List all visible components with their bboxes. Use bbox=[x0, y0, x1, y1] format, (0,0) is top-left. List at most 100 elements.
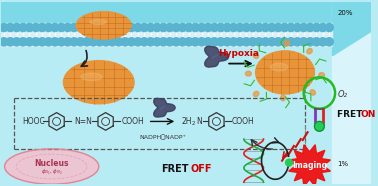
Circle shape bbox=[280, 23, 289, 32]
Circle shape bbox=[198, 38, 206, 46]
Circle shape bbox=[314, 121, 324, 131]
Ellipse shape bbox=[310, 90, 316, 95]
Circle shape bbox=[32, 38, 40, 46]
Circle shape bbox=[249, 38, 257, 46]
Circle shape bbox=[115, 23, 123, 32]
Circle shape bbox=[287, 38, 295, 46]
Circle shape bbox=[64, 23, 72, 32]
Circle shape bbox=[300, 23, 308, 32]
Circle shape bbox=[293, 23, 302, 32]
Circle shape bbox=[255, 23, 263, 32]
Circle shape bbox=[0, 38, 8, 46]
Circle shape bbox=[12, 23, 21, 32]
Circle shape bbox=[191, 23, 199, 32]
Circle shape bbox=[223, 23, 231, 32]
Ellipse shape bbox=[253, 53, 259, 58]
Text: COOH: COOH bbox=[232, 117, 255, 126]
Circle shape bbox=[108, 23, 116, 32]
Circle shape bbox=[242, 38, 250, 46]
Circle shape bbox=[312, 38, 321, 46]
Ellipse shape bbox=[5, 149, 99, 184]
Circle shape bbox=[236, 38, 244, 46]
Ellipse shape bbox=[64, 61, 134, 104]
Circle shape bbox=[70, 23, 78, 32]
Circle shape bbox=[45, 38, 53, 46]
Circle shape bbox=[172, 38, 180, 46]
Text: Imaging: Imaging bbox=[292, 161, 327, 170]
Circle shape bbox=[12, 38, 21, 46]
Text: O₂: O₂ bbox=[337, 90, 347, 100]
Polygon shape bbox=[212, 55, 217, 59]
Circle shape bbox=[57, 38, 65, 46]
Circle shape bbox=[268, 38, 276, 46]
Circle shape bbox=[83, 23, 91, 32]
Circle shape bbox=[306, 38, 314, 46]
Circle shape bbox=[57, 23, 65, 32]
Circle shape bbox=[280, 38, 289, 46]
Circle shape bbox=[70, 38, 78, 46]
Circle shape bbox=[159, 23, 167, 32]
Text: FRET: FRET bbox=[161, 163, 189, 174]
Circle shape bbox=[25, 38, 34, 46]
Circle shape bbox=[159, 38, 167, 46]
Circle shape bbox=[127, 23, 136, 32]
Circle shape bbox=[153, 23, 161, 32]
Ellipse shape bbox=[270, 63, 288, 71]
Circle shape bbox=[325, 38, 333, 46]
Circle shape bbox=[172, 23, 180, 32]
Text: HOOC: HOOC bbox=[22, 117, 45, 126]
Circle shape bbox=[255, 38, 263, 46]
Ellipse shape bbox=[81, 73, 102, 81]
Circle shape bbox=[127, 38, 136, 46]
Circle shape bbox=[19, 23, 27, 32]
Circle shape bbox=[51, 38, 59, 46]
Circle shape bbox=[45, 23, 53, 32]
Circle shape bbox=[147, 23, 155, 32]
Circle shape bbox=[249, 23, 257, 32]
Circle shape bbox=[185, 38, 193, 46]
Circle shape bbox=[312, 23, 321, 32]
Polygon shape bbox=[289, 145, 330, 186]
Circle shape bbox=[319, 38, 327, 46]
Text: $\phi_{N_1}$, $\phi_{N_2}$: $\phi_{N_1}$, $\phi_{N_2}$ bbox=[41, 168, 63, 177]
Circle shape bbox=[25, 23, 34, 32]
Text: N: N bbox=[196, 117, 201, 126]
Circle shape bbox=[166, 38, 174, 46]
Circle shape bbox=[287, 23, 295, 32]
Circle shape bbox=[325, 23, 333, 32]
Polygon shape bbox=[332, 2, 371, 56]
Ellipse shape bbox=[245, 71, 251, 76]
Circle shape bbox=[140, 38, 148, 46]
Ellipse shape bbox=[319, 73, 325, 78]
Circle shape bbox=[0, 23, 8, 32]
Circle shape bbox=[210, 38, 218, 46]
Circle shape bbox=[242, 23, 250, 32]
Text: 1%: 1% bbox=[337, 161, 349, 167]
Text: NADPH、NADP⁺: NADPH、NADP⁺ bbox=[139, 134, 186, 140]
Circle shape bbox=[134, 38, 142, 46]
Text: OFF: OFF bbox=[191, 163, 212, 174]
Bar bbox=[1, 39, 332, 184]
Ellipse shape bbox=[280, 95, 285, 101]
Circle shape bbox=[115, 38, 123, 46]
Circle shape bbox=[89, 38, 97, 46]
Text: COOH: COOH bbox=[121, 117, 144, 126]
Circle shape bbox=[223, 38, 231, 46]
Circle shape bbox=[300, 38, 308, 46]
Circle shape bbox=[51, 23, 59, 32]
Circle shape bbox=[274, 38, 282, 46]
Circle shape bbox=[191, 38, 199, 46]
Circle shape bbox=[140, 23, 148, 32]
Ellipse shape bbox=[285, 40, 290, 46]
Bar bbox=[1, 2, 332, 39]
Circle shape bbox=[83, 38, 91, 46]
Circle shape bbox=[185, 23, 193, 32]
Circle shape bbox=[306, 23, 314, 32]
Circle shape bbox=[204, 38, 212, 46]
Circle shape bbox=[274, 23, 282, 32]
Circle shape bbox=[134, 23, 142, 32]
Circle shape bbox=[96, 38, 104, 46]
Circle shape bbox=[102, 23, 110, 32]
Circle shape bbox=[217, 23, 225, 32]
Circle shape bbox=[121, 23, 129, 32]
